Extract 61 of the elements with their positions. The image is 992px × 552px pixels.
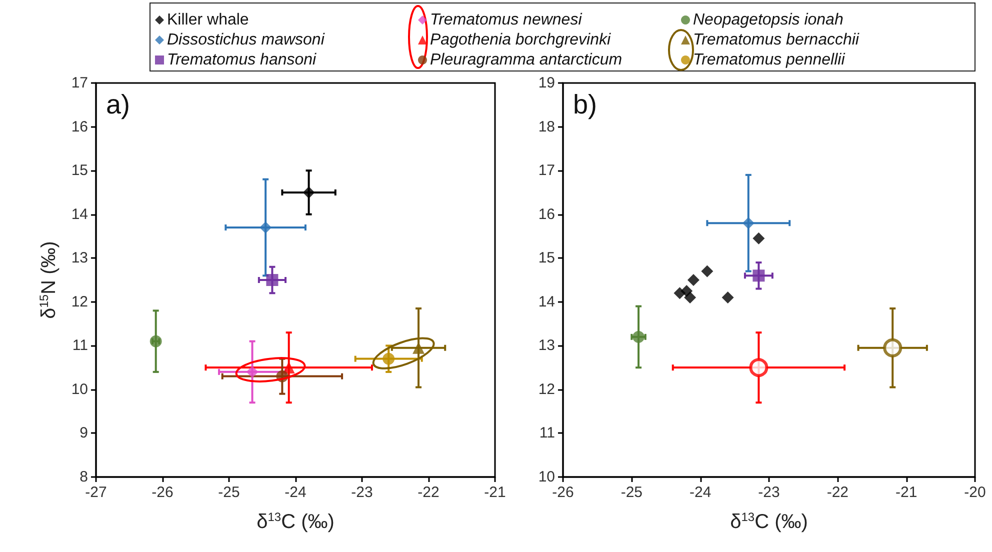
x-tick-label: -22 <box>826 484 849 501</box>
y-tick-label: 17 <box>71 74 88 92</box>
y-tick-label: 14 <box>538 293 555 310</box>
annotation: a) <box>106 90 130 120</box>
x-tick-label: -27 <box>85 484 107 501</box>
x-tick-label: -24 <box>689 484 712 501</box>
point <box>752 232 765 244</box>
legend-label: Trematomus pennellii <box>693 52 846 68</box>
point <box>742 217 754 230</box>
y-tick-label: 17 <box>538 162 555 180</box>
legend-label: Pagothenia borchgrevinki <box>430 32 612 48</box>
x-tick-label: -26 <box>152 484 174 501</box>
y-tick-label: 10 <box>538 468 555 486</box>
y-tick-label: 15 <box>538 250 555 267</box>
x-tick-label: -24 <box>284 484 306 501</box>
point <box>246 366 258 378</box>
point <box>260 221 272 234</box>
point <box>382 352 395 365</box>
y-tick-label: 12 <box>71 293 88 310</box>
point <box>722 292 734 304</box>
y-tick-label: 10 <box>71 380 88 398</box>
y-tick-label: 9 <box>80 424 88 442</box>
y-tick-label: 8 <box>80 468 88 486</box>
annotation: b) <box>573 90 598 120</box>
x-tick-label: -22 <box>418 484 440 501</box>
y-tick-label: 19 <box>538 74 555 92</box>
x-tick-label: -21 <box>895 484 918 501</box>
x-tick-label: -25 <box>218 484 240 501</box>
legend-label: Trematomus newnesi <box>430 12 582 28</box>
point <box>684 292 696 304</box>
y-tick-label: 13 <box>71 250 88 267</box>
point <box>701 265 714 278</box>
x-tick-label: -21 <box>484 484 506 501</box>
y-tick-label: 18 <box>538 118 555 136</box>
x-tick-label: -20 <box>964 484 986 501</box>
point <box>749 358 768 378</box>
y-tick-label: 11 <box>72 337 88 354</box>
y-tick-label: 13 <box>538 337 555 354</box>
legend-label: Dissostichus mawsoni <box>167 32 325 48</box>
legend-label: Trematomus hansoni <box>167 52 317 68</box>
y-tick-label: 16 <box>538 206 555 223</box>
y-tick-label: 14 <box>71 206 88 223</box>
y-tick-label: 12 <box>538 380 555 398</box>
point <box>266 274 278 286</box>
point <box>302 186 315 198</box>
x-tick-label: -26 <box>552 484 574 501</box>
legend-label: Trematomus bernacchii <box>693 32 860 48</box>
y-tick-label: 11 <box>539 424 555 442</box>
x-tick-label: -25 <box>620 484 643 501</box>
point <box>883 338 902 358</box>
legend-label: Neopagetopsis ionah <box>693 12 844 28</box>
point <box>687 274 700 286</box>
y-axis-title: δ15N (‰) <box>37 241 60 319</box>
y-tick-label: 15 <box>71 162 88 180</box>
point <box>752 270 765 282</box>
x-tick-label: -23 <box>351 484 373 501</box>
legend-label: Killer whale <box>167 12 249 28</box>
y-tick-label: 16 <box>71 118 88 136</box>
legend-label: Pleuragramma antarcticum <box>430 52 622 68</box>
x-tick-label: -23 <box>758 484 780 501</box>
point <box>632 330 645 343</box>
